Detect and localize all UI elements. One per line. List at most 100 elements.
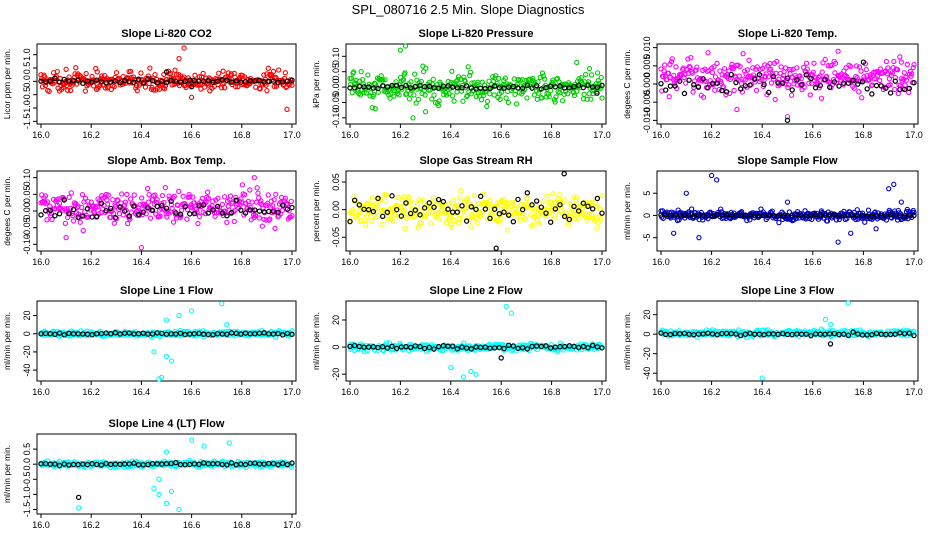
data-point-black (389, 193, 395, 199)
data-point-black-outlier (163, 69, 170, 75)
data-point-black (126, 330, 133, 336)
data-point (486, 201, 492, 207)
data-point-black (714, 80, 720, 86)
data-point (413, 100, 419, 106)
data-point (362, 221, 369, 228)
data-point (690, 89, 696, 95)
data-point-black (501, 85, 507, 91)
data-point (469, 80, 475, 86)
data-point (868, 83, 875, 89)
data-point (887, 82, 893, 88)
data-point (574, 194, 580, 201)
data-point-black (61, 332, 67, 338)
data-point (598, 216, 604, 222)
data-point (272, 225, 278, 232)
plot-frame (656, 300, 919, 382)
data-point (460, 98, 466, 104)
data-point (742, 77, 748, 83)
data-point-outlier (224, 321, 230, 328)
data-point (542, 76, 548, 82)
x-tick-label: 16.2 (82, 520, 100, 530)
data-point-black (552, 206, 559, 212)
data-point-black (56, 79, 63, 85)
data-point (537, 74, 543, 80)
data-point (42, 193, 49, 199)
data-point (66, 194, 72, 200)
plot-panel: Slope Line 4 (LT) Flow 16.0 16.2 16.4 16.6 16… (2, 418, 301, 530)
data-point (79, 204, 85, 211)
data-point (671, 80, 678, 86)
data-point (186, 191, 192, 198)
data-point-black (365, 84, 372, 90)
data-point (271, 197, 277, 203)
data-point (159, 192, 166, 199)
data-point-black (233, 78, 239, 84)
data-point-outlier (784, 199, 791, 205)
data-point (762, 73, 769, 80)
data-point-black (487, 85, 493, 92)
data-point-outlier (422, 109, 429, 115)
data-point (102, 85, 109, 91)
data-point (769, 208, 775, 214)
data-point-outlier (219, 301, 225, 307)
data-point (571, 92, 578, 99)
data-point (806, 80, 812, 87)
data-point-black (177, 79, 184, 85)
data-point-black (599, 82, 605, 89)
data-point (400, 77, 407, 83)
data-point-outlier (898, 59, 904, 65)
data-point (44, 217, 50, 223)
data-point-black (803, 72, 809, 78)
data-point-black (210, 79, 216, 86)
data-point (187, 194, 193, 200)
plot-frame (36, 433, 297, 515)
data-point (665, 70, 672, 76)
data-point (844, 74, 850, 80)
data-point (70, 212, 76, 219)
data-point (443, 90, 449, 96)
data-point-black (252, 207, 258, 213)
data-point-black (662, 87, 669, 93)
data-point-outlier (448, 364, 454, 371)
data-point-black (808, 75, 814, 82)
data-point-black (473, 206, 479, 213)
x-tick-label: 17.0 (283, 130, 301, 140)
data-point (205, 195, 211, 202)
data-point (574, 88, 580, 94)
y-tick-label: 0.0 (22, 458, 32, 471)
data-point (455, 77, 461, 83)
data-point-black (47, 207, 53, 214)
data-point (371, 92, 377, 98)
data-point (467, 72, 473, 79)
data-point-black (89, 332, 95, 338)
data-point-black (242, 78, 249, 85)
data-point (170, 219, 177, 225)
data-point-outlier (156, 476, 162, 482)
data-point-black (752, 76, 758, 82)
data-point-outlier (468, 368, 474, 375)
data-point (475, 200, 482, 207)
data-point (811, 60, 817, 66)
x-tick-label: 16.2 (392, 257, 410, 267)
data-point-black (459, 203, 465, 209)
data-point-black (571, 84, 577, 90)
data-point (804, 66, 810, 72)
data-point-black-outlier (561, 171, 567, 177)
data-point (224, 219, 230, 225)
data-point-black (878, 83, 884, 89)
plot-title: Slope Gas Stream RH (419, 155, 532, 167)
data-point (824, 218, 831, 224)
data-point-black (149, 77, 156, 84)
data-point (196, 213, 203, 220)
data-point-black (705, 212, 711, 219)
data-point (45, 199, 51, 205)
x-tick-label: 16.0 (32, 257, 50, 267)
data-point-black (398, 213, 405, 219)
data-point (788, 92, 795, 98)
data-point-outlier (835, 239, 841, 245)
data-point-black (103, 208, 109, 214)
data-point (428, 220, 434, 227)
data-point (104, 201, 111, 207)
data-point (884, 71, 890, 77)
x-tick-label: 17.0 (905, 130, 923, 140)
